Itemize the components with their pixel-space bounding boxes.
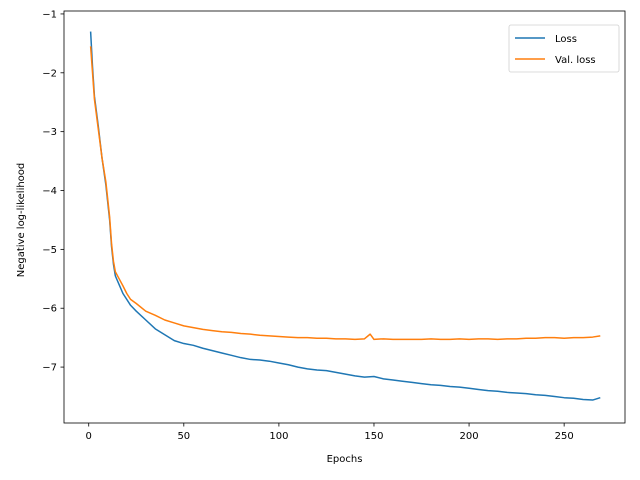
series-layer [89, 31, 601, 401]
x-tick-label: 200 [460, 431, 479, 442]
y-tick-label: −2 [42, 68, 57, 79]
x-tick-label: 150 [364, 431, 383, 442]
x-tick-label: 50 [177, 431, 190, 442]
legend: Loss Val. loss [508, 24, 620, 73]
y-tick-label: −4 [42, 186, 57, 197]
x-tick-label: 0 [86, 431, 92, 442]
y-axis-ticks: −7 −6 −5 −4 −3 −2 −1 [42, 9, 64, 374]
y-tick-label: −5 [42, 245, 57, 256]
y-tick-label: −6 [42, 304, 57, 315]
legend-box [508, 24, 620, 73]
x-axis-ticks: 0 50 100 150 200 250 [86, 423, 574, 442]
x-tick-label: 100 [269, 431, 288, 442]
y-axis-label: Negative log-likelihood [16, 163, 27, 278]
series-line-val-loss [89, 46, 601, 341]
legend-label-loss: Loss [555, 34, 577, 45]
x-axis-label: Epochs [327, 454, 363, 465]
plot-area: 0 50 100 150 200 250 −7 −6 −5 −4 −3 −2 −1 [42, 9, 626, 442]
legend-label-val-loss: Val. loss [555, 55, 596, 66]
x-tick-label: 250 [555, 431, 574, 442]
y-tick-label: −3 [42, 127, 57, 138]
y-tick-label: −7 [42, 363, 57, 374]
axes-frame [63, 10, 626, 424]
y-tick-label: −1 [42, 9, 57, 20]
series-line-loss [89, 31, 601, 401]
